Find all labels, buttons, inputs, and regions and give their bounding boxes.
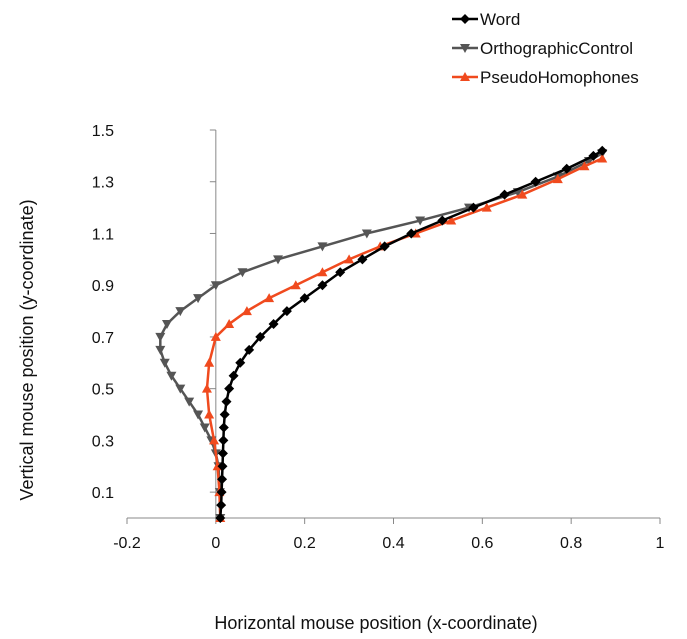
x-tick-label: -0.2	[113, 535, 141, 552]
data-point	[175, 384, 186, 394]
y-tick-label: 0.7	[92, 330, 114, 347]
data-point	[217, 448, 228, 459]
data-point	[499, 189, 510, 200]
series-line	[205, 157, 603, 519]
data-point	[379, 241, 390, 252]
data-point	[204, 357, 215, 367]
data-point	[155, 345, 166, 355]
x-tick-label: 0.4	[382, 535, 404, 552]
legend-label: Word	[480, 10, 520, 29]
data-point	[317, 267, 328, 277]
data-point	[335, 267, 346, 278]
axis-titles: Horizontal mouse position (x-coordinate)…	[17, 199, 538, 633]
data-point	[235, 357, 246, 368]
data-point	[237, 268, 248, 278]
data-point	[481, 202, 492, 212]
data-point	[216, 500, 227, 511]
x-tick-label: 0.8	[560, 535, 582, 552]
data-point	[255, 331, 266, 342]
data-point	[218, 422, 229, 433]
y-tick-label: 0.9	[92, 278, 114, 295]
data-point	[290, 280, 301, 290]
series-Word	[215, 145, 608, 523]
data-point	[215, 513, 226, 523]
data-point	[552, 174, 563, 184]
legend-marker-icon	[460, 72, 470, 81]
data-point	[217, 474, 228, 485]
data-point	[193, 294, 204, 304]
data-point	[193, 410, 204, 420]
data-point	[281, 306, 292, 317]
data-point	[166, 371, 177, 381]
data-point	[588, 150, 599, 161]
data-point	[273, 255, 284, 265]
data-point	[219, 409, 230, 420]
data-point	[221, 396, 232, 407]
data-point	[241, 306, 252, 316]
data-point	[228, 370, 239, 381]
legend: Word OrthographicControl PseudoHomophones	[452, 10, 639, 87]
data-point	[217, 461, 228, 472]
legend-label: PseudoHomophones	[480, 68, 639, 87]
data-point	[184, 397, 195, 407]
series-line	[159, 152, 603, 519]
y-tick-label: 0.5	[92, 382, 114, 399]
data-point	[317, 280, 328, 291]
y-tick-label: 1.1	[92, 226, 114, 243]
axes: -0.2 0 0.2 0.4 0.6 0.8 1 0.1 0.3 0.5 0.7 0.9 1.1 1.3 1…	[92, 123, 665, 552]
data-point	[561, 163, 572, 174]
x-tick-label: 0	[211, 535, 220, 552]
data-point	[357, 254, 368, 265]
data-point	[597, 145, 608, 156]
x-tick-label: 1	[656, 535, 665, 552]
y-tick-label: 1.3	[92, 175, 114, 192]
data-point	[204, 409, 215, 419]
data-point	[155, 332, 166, 342]
legend-label: OrthographicControl	[480, 39, 633, 58]
data-point	[415, 216, 426, 226]
data-point	[159, 358, 170, 368]
data-point	[210, 281, 221, 291]
data-point	[244, 344, 255, 355]
data-point	[201, 383, 212, 393]
x-axis-title: Horizontal mouse position (x-coordinate)	[214, 613, 537, 633]
legend-marker-icon	[460, 44, 470, 53]
data-point	[344, 254, 355, 264]
y-tick-label: 1.5	[92, 123, 114, 140]
legend-marker-icon	[460, 14, 470, 24]
data-point	[224, 383, 235, 394]
y-axis-title: Vertical mouse position (y-coordinate)	[17, 199, 37, 500]
data-point	[530, 176, 541, 187]
data-point	[406, 228, 417, 239]
series-line	[219, 149, 603, 519]
data-point	[579, 161, 590, 171]
data-point	[175, 307, 186, 317]
data-point	[317, 242, 328, 252]
series-layer	[155, 145, 608, 523]
data-point	[224, 319, 235, 328]
data-point	[437, 215, 448, 226]
x-tick-label: 0.2	[294, 535, 316, 552]
y-tick-label: 0.1	[92, 485, 114, 502]
data-point	[468, 202, 479, 213]
data-point	[597, 153, 608, 163]
data-point	[161, 320, 172, 329]
data-point	[517, 189, 528, 199]
data-point	[361, 229, 372, 239]
data-point	[264, 293, 275, 303]
data-point	[299, 293, 310, 304]
y-tick-label: 0.3	[92, 433, 114, 450]
data-point	[209, 435, 220, 445]
data-point	[199, 423, 210, 433]
data-point	[446, 215, 457, 225]
data-point	[210, 331, 221, 341]
x-tick-label: 0.6	[471, 535, 493, 552]
data-point	[268, 319, 279, 329]
data-point	[218, 435, 229, 446]
data-point	[216, 487, 227, 498]
